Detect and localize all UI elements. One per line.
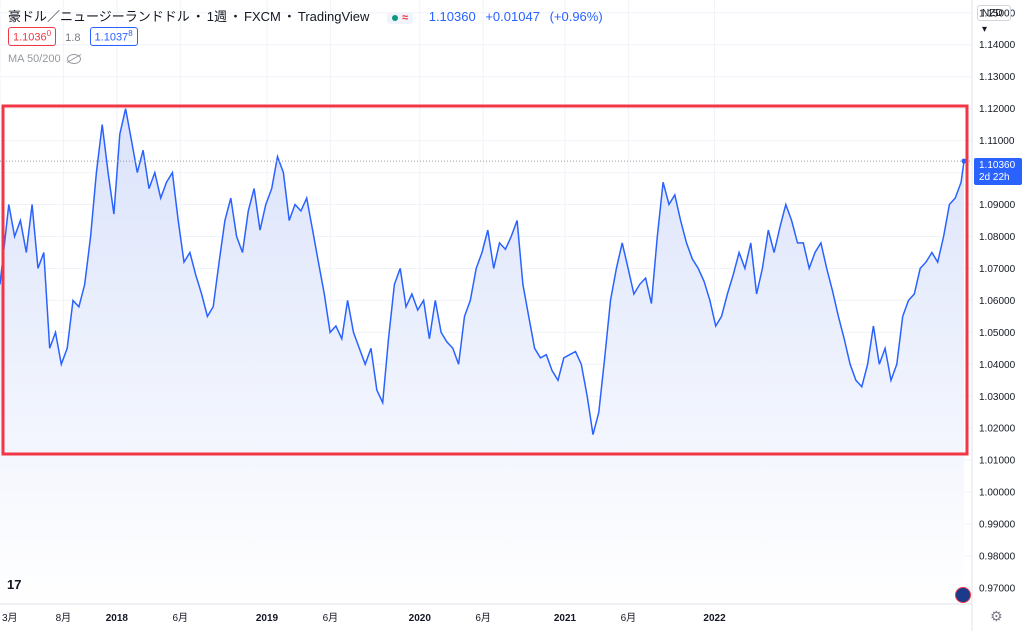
market-status-badge[interactable]: ≈ xyxy=(387,12,414,24)
price-tick-label: 1.04000 xyxy=(979,360,1016,371)
price-tick-label: 1.05000 xyxy=(979,328,1016,339)
price-change: +0.01047 xyxy=(485,9,540,24)
time-tick-label: 2021 xyxy=(554,613,577,624)
price-tick-label: 1.03000 xyxy=(979,392,1016,403)
time-tick-label: 2022 xyxy=(703,613,726,624)
currency-select[interactable]: NZD ▾ xyxy=(977,5,1011,35)
price-tick-label: 1.06000 xyxy=(979,296,1016,307)
delay-icon: ≈ xyxy=(402,12,409,24)
price-tick-label: 1.07000 xyxy=(979,264,1016,275)
last-price: 1.10360 xyxy=(428,9,476,24)
price-tick-label: 0.97000 xyxy=(979,584,1016,595)
time-tick-label: 6月 xyxy=(172,612,188,624)
symbol-name[interactable]: 豪ドル／ニュージーランドドル xyxy=(8,9,190,24)
price-line xyxy=(0,108,965,435)
exchange-label: FXCM xyxy=(244,9,281,24)
provider-label: TradingView xyxy=(297,9,370,24)
highlight-range-box xyxy=(1,104,969,456)
buy-button[interactable]: 1.10378 xyxy=(89,27,138,46)
time-tick-label: 6月 xyxy=(621,612,637,624)
market-open-icon xyxy=(392,15,399,22)
ma-indicator-label: MA 50/200 xyxy=(8,53,61,65)
price-tick-label: 1.00000 xyxy=(979,488,1016,499)
last-price-dot xyxy=(961,158,967,164)
chart-header: 豪ドル／ニュージーランドドル・ 1週・ FXCM ・ TradingView ≈ 1.1… xyxy=(8,9,603,24)
tradingview-logo-icon[interactable]: 17 xyxy=(7,577,22,592)
last-price-tag: 1.10360 2d 22h xyxy=(974,158,1022,185)
interval-label[interactable]: 1週 xyxy=(206,9,227,24)
time-tick-label: 6月 xyxy=(323,612,339,624)
time-tick-label: 6月 xyxy=(475,612,491,624)
price-tick-label: 1.12000 xyxy=(979,104,1016,115)
price-area-fill xyxy=(0,108,964,604)
quote-panel: 1.10360 1.8 1.10378 xyxy=(8,27,138,46)
price-tick-label: 1.02000 xyxy=(979,424,1016,435)
price-tick-label: 0.99000 xyxy=(979,520,1016,531)
price-tick-label: 0.98000 xyxy=(979,552,1016,563)
price-tick-label: 1.09000 xyxy=(979,200,1016,211)
time-tick-label: 2018 xyxy=(106,613,129,624)
price-change-pct: (+0.96%) xyxy=(549,9,603,24)
time-axis[interactable]: 3月 8月 2018 6月 2019 6月 2020 6月 2021 6月 2022 xyxy=(2,612,726,624)
price-axis[interactable]: 1.150001.140001.130001.120001.110001.100… xyxy=(979,8,1016,594)
price-tick-label: 1.15000 xyxy=(979,8,1016,19)
time-tick-label: 2020 xyxy=(409,613,432,624)
sell-button[interactable]: 1.10360 xyxy=(8,27,57,46)
gear-icon[interactable]: ⚙ xyxy=(990,608,1003,624)
price-tick-label: 1.08000 xyxy=(979,232,1016,243)
price-tick-label: 1.11000 xyxy=(979,136,1015,147)
spread-value: 1.8 xyxy=(65,31,81,44)
price-tick-label: 1.01000 xyxy=(979,456,1016,467)
ma-indicator-legend[interactable]: MA 50/200 xyxy=(8,53,81,65)
time-tick-label: 8月 xyxy=(56,612,72,624)
price-tick-label: 1.13000 xyxy=(979,72,1016,83)
price-tick-label: 1.14000 xyxy=(979,40,1016,51)
time-tick-label: 2019 xyxy=(256,613,279,624)
eye-hidden-icon[interactable] xyxy=(66,54,81,65)
time-tick-label: 3月 xyxy=(2,612,18,624)
australia-flag-icon[interactable] xyxy=(955,587,971,603)
